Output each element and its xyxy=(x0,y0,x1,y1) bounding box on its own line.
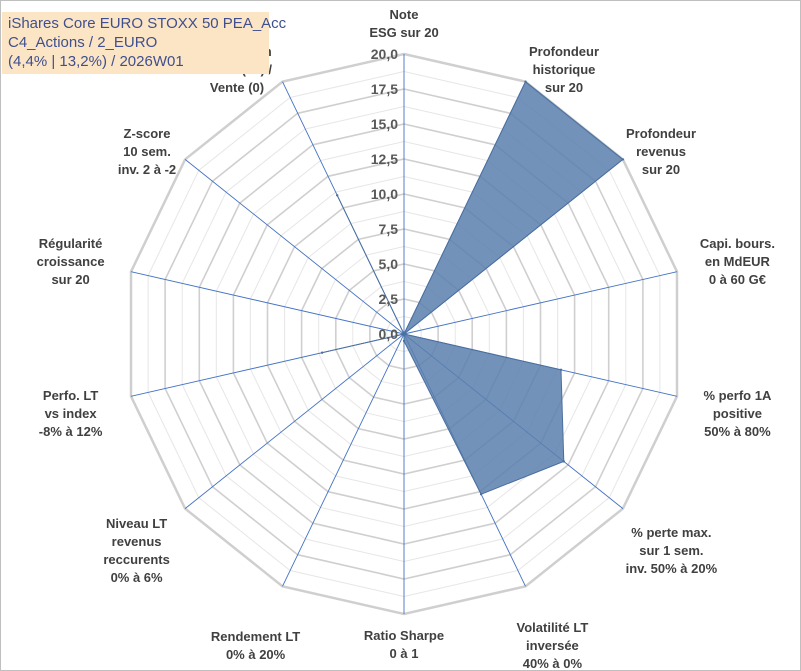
axis-label-line: Profondeur xyxy=(529,44,599,59)
axis-spoke xyxy=(282,333,405,587)
tick-label: 10,0 xyxy=(371,186,398,202)
tick-label: 2,5 xyxy=(379,291,399,307)
axis-label: Perfo. LT vs index -8% à 12% xyxy=(39,388,103,439)
axis-label-line: % perfo 1A xyxy=(703,388,772,403)
axis-label: Ratio Sharpe 0 à 1 xyxy=(364,628,444,661)
axis-label-line: en MdEUR xyxy=(705,254,771,269)
series-point xyxy=(320,351,324,354)
axis-label-line: Profondeur xyxy=(626,126,696,141)
tick-label: 7,5 xyxy=(379,221,399,237)
tick-label: 15,0 xyxy=(371,116,398,132)
axis-label-line: inv. 50% à 20% xyxy=(626,561,718,576)
axis-label-line: -8% à 12% xyxy=(39,424,103,439)
axis-label-line: 40% à 0% xyxy=(523,656,583,670)
axis-label: Volatilité LT inversée 40% à 0% xyxy=(517,620,589,670)
series-polygon xyxy=(321,80,624,495)
axis-label-line: historique xyxy=(533,62,596,77)
axis-label: Profondeur historique sur 20 xyxy=(529,44,599,95)
axis-label-line: inv. 2 à -2 xyxy=(118,162,176,177)
series-point xyxy=(402,332,406,336)
axis-label-line: ESG sur 20 xyxy=(369,25,438,40)
axis-label: Note ESG sur 20 xyxy=(369,7,438,40)
axis-label-line: vs index xyxy=(45,406,98,421)
axis-label: % perfo 1A positive 50% à 80% xyxy=(703,388,772,439)
axis-spoke xyxy=(184,333,405,509)
axis-label-line: Vente (0) xyxy=(210,80,264,95)
tick-label: 5,0 xyxy=(379,256,399,272)
axis-label: Régularité croissance sur 20 xyxy=(37,236,105,287)
axis-label: Capi. bours. en MdEUR 0 à 60 G€ xyxy=(700,236,775,287)
tick-label: 17,5 xyxy=(371,81,398,97)
series-area xyxy=(320,80,625,496)
axis-label-line: % perte max. xyxy=(631,525,711,540)
axis-label-line: revenus xyxy=(112,534,162,549)
axis-label-line: revenus xyxy=(636,144,686,159)
axis-label-line: inversée xyxy=(526,638,579,653)
axis-label-line: Ratio Sharpe xyxy=(364,628,444,643)
series-point xyxy=(621,158,625,161)
axis-label-line: 0% à 6% xyxy=(111,570,163,585)
chart-title-box: iShares Core EURO STOXX 50 PEA_Acc C4_Ac… xyxy=(2,12,286,74)
axis-label-line: Z-score xyxy=(124,126,171,141)
axis-label-line: positive xyxy=(713,406,762,421)
axis-label-line: sur 20 xyxy=(51,272,89,287)
series-point xyxy=(524,80,527,83)
axis-label-line: Régularité xyxy=(39,236,103,251)
axis-label: % perte max. sur 1 sem. inv. 50% à 20% xyxy=(626,525,718,576)
axis-label-line: 0% à 20% xyxy=(226,647,286,662)
tick-labels: 0,0 2,5 5,0 7,5 10,0 12,5 15,0 17,5 20,0 xyxy=(371,46,398,342)
axis-spoke xyxy=(130,271,405,335)
title-category: C4_Actions / 2_EURO xyxy=(8,34,158,51)
axis-label-line: reccurents xyxy=(103,552,169,567)
axis-label-line: 10 sem. xyxy=(123,144,171,159)
axis-label: Rendement LT 0% à 20% xyxy=(211,629,300,662)
tick-label: 12,5 xyxy=(371,151,398,167)
series-point xyxy=(402,339,406,343)
series-point xyxy=(479,493,483,496)
axis-label-line: Perfo. LT xyxy=(43,388,98,403)
axis-label-line: croissance xyxy=(37,254,105,269)
tick-label: 0,0 xyxy=(379,326,399,342)
axis-label: Niveau LT revenus reccurents 0% à 6% xyxy=(103,516,169,585)
axis-label: Profondeur revenus sur 20 xyxy=(626,126,696,177)
title-stats: (4,4% | 13,2%) / 2026W01 xyxy=(8,53,184,70)
axis-label-line: Note xyxy=(390,7,419,22)
axis-label-line: Niveau LT xyxy=(106,516,167,531)
axis-label-line: sur 1 sem. xyxy=(639,543,703,558)
axis-label-line: Rendement LT xyxy=(211,629,300,644)
series-point xyxy=(336,194,339,197)
axis-spoke xyxy=(403,271,678,335)
axis-label: Z-score 10 sem. inv. 2 à -2 xyxy=(118,126,176,177)
axis-label-line: sur 20 xyxy=(642,162,680,177)
axis-label-line: sur 20 xyxy=(545,80,583,95)
series-point xyxy=(562,460,565,463)
axis-spoke xyxy=(184,159,405,335)
axis-label-line: 50% à 80% xyxy=(704,424,771,439)
axis-label-line: Volatilité LT xyxy=(517,620,589,635)
tick-label: 20,0 xyxy=(371,46,398,62)
series-point xyxy=(559,368,563,371)
title-fund-name: iShares Core EURO STOXX 50 PEA_Acc xyxy=(8,15,287,32)
axis-label-line: 0 à 1 xyxy=(390,646,419,661)
axis-label-line: Capi. bours. xyxy=(700,236,775,251)
axis-label-line: 0 à 60 G€ xyxy=(709,272,766,287)
